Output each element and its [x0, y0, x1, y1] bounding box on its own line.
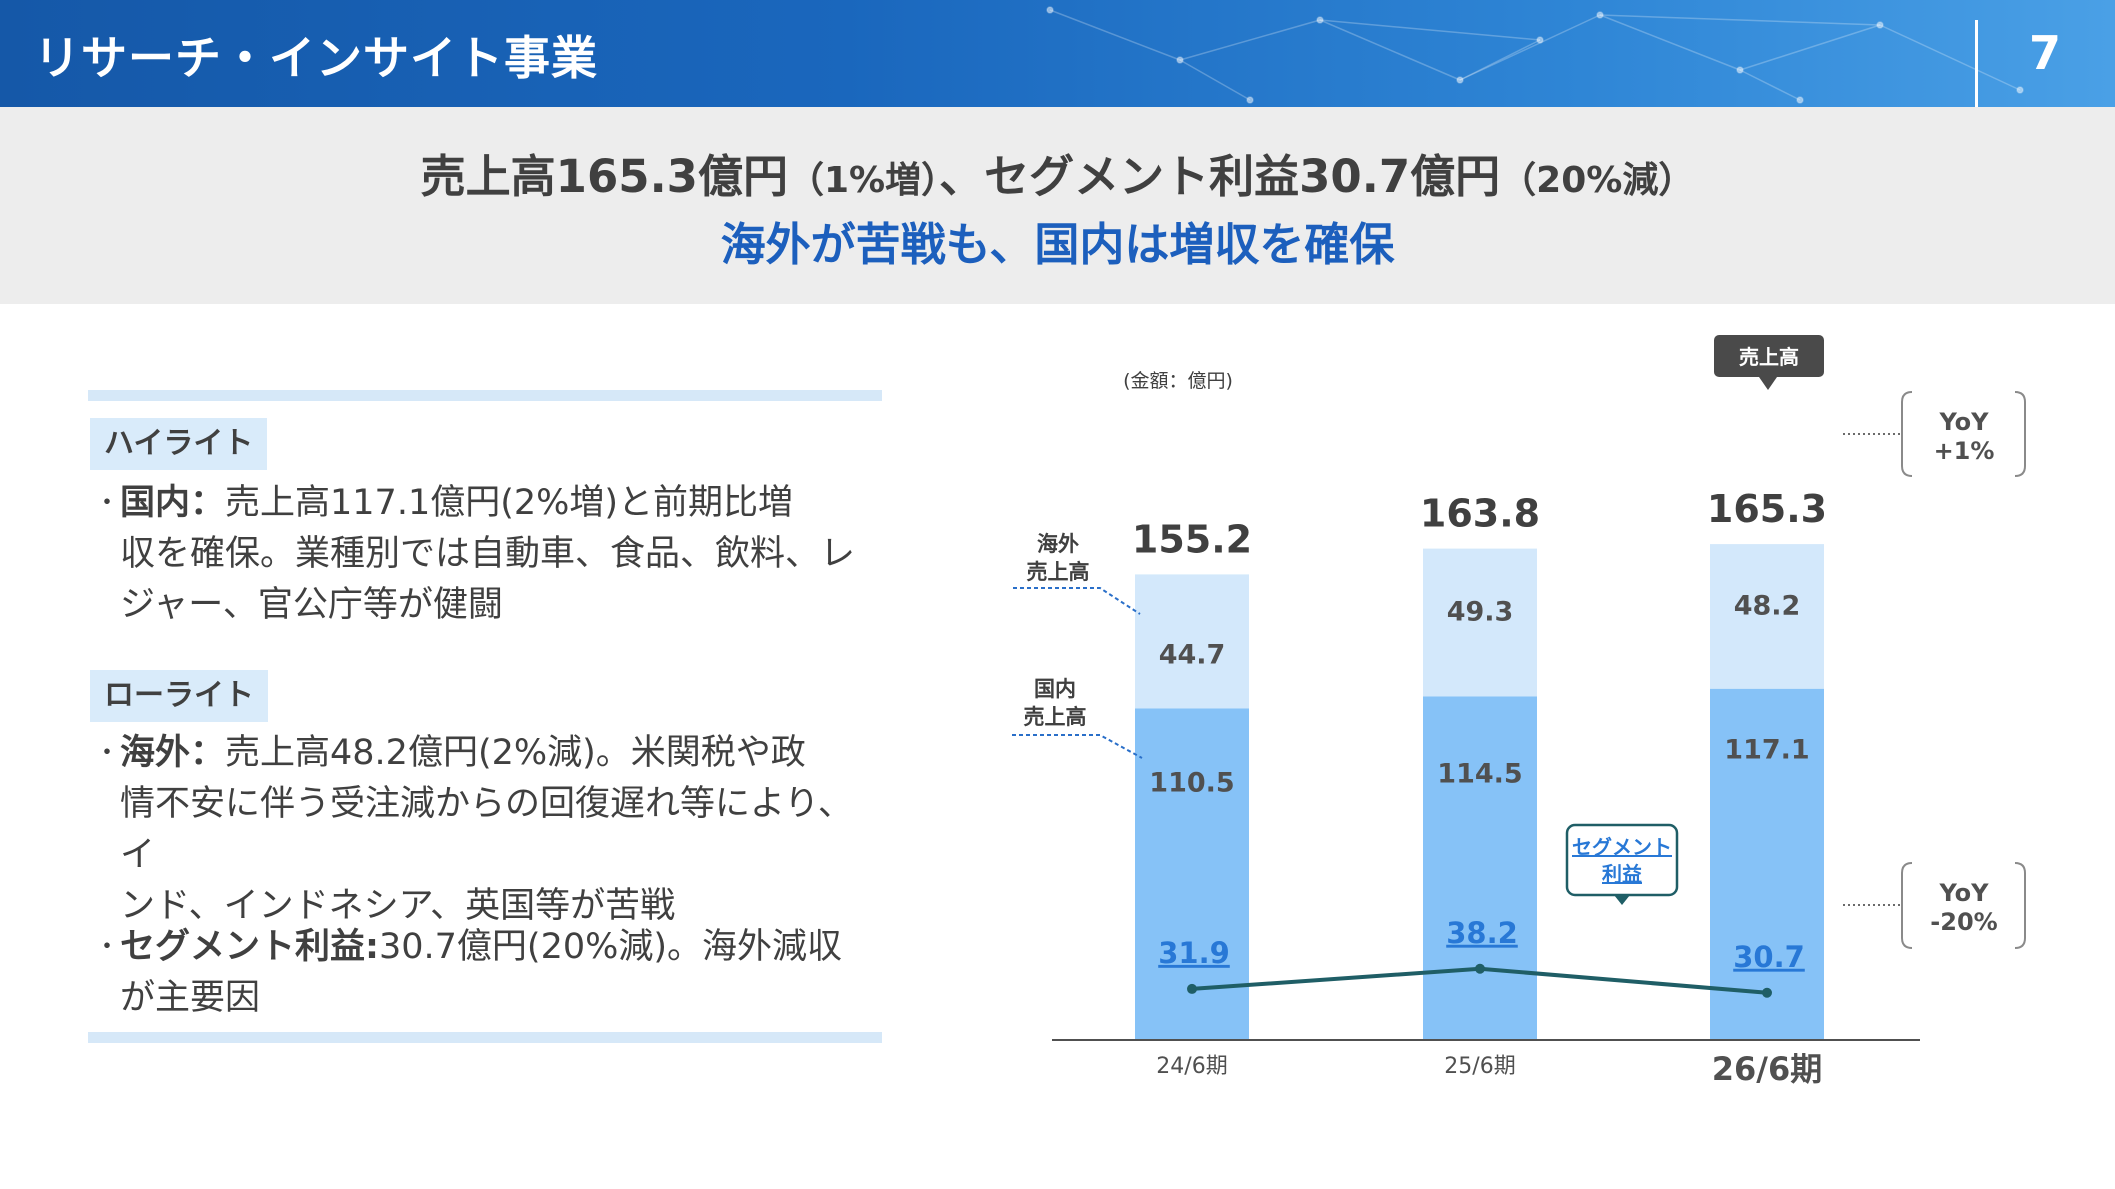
page-number: 7 — [2028, 26, 2061, 80]
yoy-profit-bracket-left — [1901, 862, 1913, 949]
profit-line-1: 30.7億円(20%減)。海外減収 — [379, 927, 843, 967]
lowlight-line-1: 売上高48.2億円(2%減)。米関税や政 — [225, 733, 806, 773]
profit-value-label: 31.9 — [1158, 936, 1230, 970]
yoy-sales-bracket-right — [2014, 391, 2026, 477]
profit-point — [1475, 963, 1485, 974]
profit-point — [1187, 983, 1197, 994]
bullet-dot: ・ — [94, 488, 121, 518]
profit-callout-line1: セグメント — [1572, 835, 1672, 859]
sales-tag-box — [1714, 335, 1824, 377]
summary-banner — [0, 107, 2115, 304]
profit-callout-pointer — [1614, 895, 1630, 905]
lowlight-term: 海外： — [120, 733, 226, 773]
sales-tag-pointer — [1759, 377, 1777, 390]
domestic-value-label: 117.1 — [1724, 735, 1809, 766]
category-tick-label: 24/6期 — [1156, 1054, 1227, 1079]
category-tick-label: 26/6期 — [1712, 1050, 1823, 1088]
domestic-value-label: 110.5 — [1149, 767, 1234, 798]
bullet-dot: ・ — [94, 738, 121, 768]
domestic-value-label: 114.5 — [1437, 758, 1522, 789]
lowlight-line-2: 情不安に伴う受注減からの回復遅れ等により、イ — [120, 784, 853, 875]
highlight-label: ハイライト — [90, 418, 268, 470]
section-title: リサーチ・インサイト事業 — [34, 31, 598, 85]
headline-profit-note: （20%減） — [1500, 160, 1695, 201]
highlight-bullet: ・ 国内：売上高117.1億円(2%増)と前期比増 収を確保。業種別では自動車、… — [94, 478, 874, 631]
profit-callout-line2: 利益 — [1602, 862, 1642, 886]
overseas-leader-line — [1013, 587, 1141, 615]
header-divider — [1975, 20, 1978, 107]
overseas-value-label: 48.2 — [1734, 590, 1801, 621]
yoy-profit-label: YoY — [1938, 879, 1989, 907]
profit-bullet: ・ セグメント利益:30.7億円(20%減)。海外減収 が主要因 — [94, 922, 874, 1024]
overseas-value-label: 44.7 — [1159, 639, 1226, 670]
unit-note: (金額：億円) — [1123, 370, 1233, 392]
headline-profit: 、セグメント利益30.7億円 — [939, 150, 1501, 203]
bar-domestic — [1423, 696, 1537, 1040]
highlight-line-3: ジャー、官公庁等が健闘 — [120, 585, 503, 625]
lowlight-label: ローライト — [90, 670, 268, 722]
highlight-line-2: 収を確保。業種別では自動車、食品、飲料、レ — [120, 534, 856, 574]
yoy-sales-label: YoY — [1938, 408, 1989, 436]
bullet-dot: ・ — [94, 932, 121, 962]
highlight-term: 国内： — [120, 483, 226, 523]
yoy-profit-bracket-right — [2014, 862, 2026, 949]
profit-value-label: 38.2 — [1446, 916, 1518, 950]
bar-domestic — [1710, 688, 1824, 1040]
highlight-line-1: 売上高117.1億円(2%増)と前期比増 — [225, 483, 794, 523]
total-value-label: 155.2 — [1132, 517, 1252, 561]
profit-line-2: が主要因 — [120, 978, 261, 1018]
yoy-sales-bracket-left — [1901, 391, 1913, 477]
overseas-series-label-line1: 海外 — [1037, 532, 1079, 556]
category-tick-label: 25/6期 — [1444, 1054, 1515, 1079]
total-value-label: 163.8 — [1420, 492, 1540, 536]
lowlight-bullet: ・ 海外：売上高48.2億円(2%減)。米関税や政 情不安に伴う受注減からの回復… — [94, 728, 874, 932]
top-rule — [88, 390, 882, 401]
domestic-leader-line — [1012, 734, 1143, 759]
bar-overseas — [1423, 548, 1537, 697]
profit-term: セグメント利益: — [120, 927, 379, 967]
headline-sales: 売上高165.3億円 — [420, 150, 788, 203]
yoy-profit-value: -20% — [1930, 908, 1997, 936]
headline-sales-note: （1%増） — [788, 160, 940, 201]
subheadline: 海外が苦戦も、国内は増収を確保 — [720, 218, 1395, 271]
profit-value-label: 30.7 — [1733, 940, 1805, 974]
domestic-series-label-line2: 売上高 — [1024, 705, 1087, 729]
bar-overseas — [1135, 574, 1249, 709]
yoy-sales-value: +1% — [1934, 437, 1995, 465]
total-value-label: 165.3 — [1707, 487, 1827, 531]
domestic-series-label-line1: 国内 — [1034, 677, 1076, 701]
bottom-rule — [88, 1032, 882, 1043]
network-pattern-background — [1046, 6, 2024, 104]
overseas-value-label: 49.3 — [1447, 597, 1514, 628]
header-bar: リサーチ・インサイト事業 7 — [0, 0, 2115, 107]
headline: 売上高165.3億円（1%増）、セグメント利益30.7億円（20%減） — [0, 140, 2115, 205]
lowlight-line-3: ンド、インドネシア、英国等が苦戦 — [120, 886, 676, 926]
bar-overseas — [1710, 544, 1824, 689]
overseas-series-label-line2: 売上高 — [1027, 560, 1090, 584]
sales-tag-label: 売上高 — [1739, 345, 1799, 369]
profit-point — [1762, 987, 1772, 998]
